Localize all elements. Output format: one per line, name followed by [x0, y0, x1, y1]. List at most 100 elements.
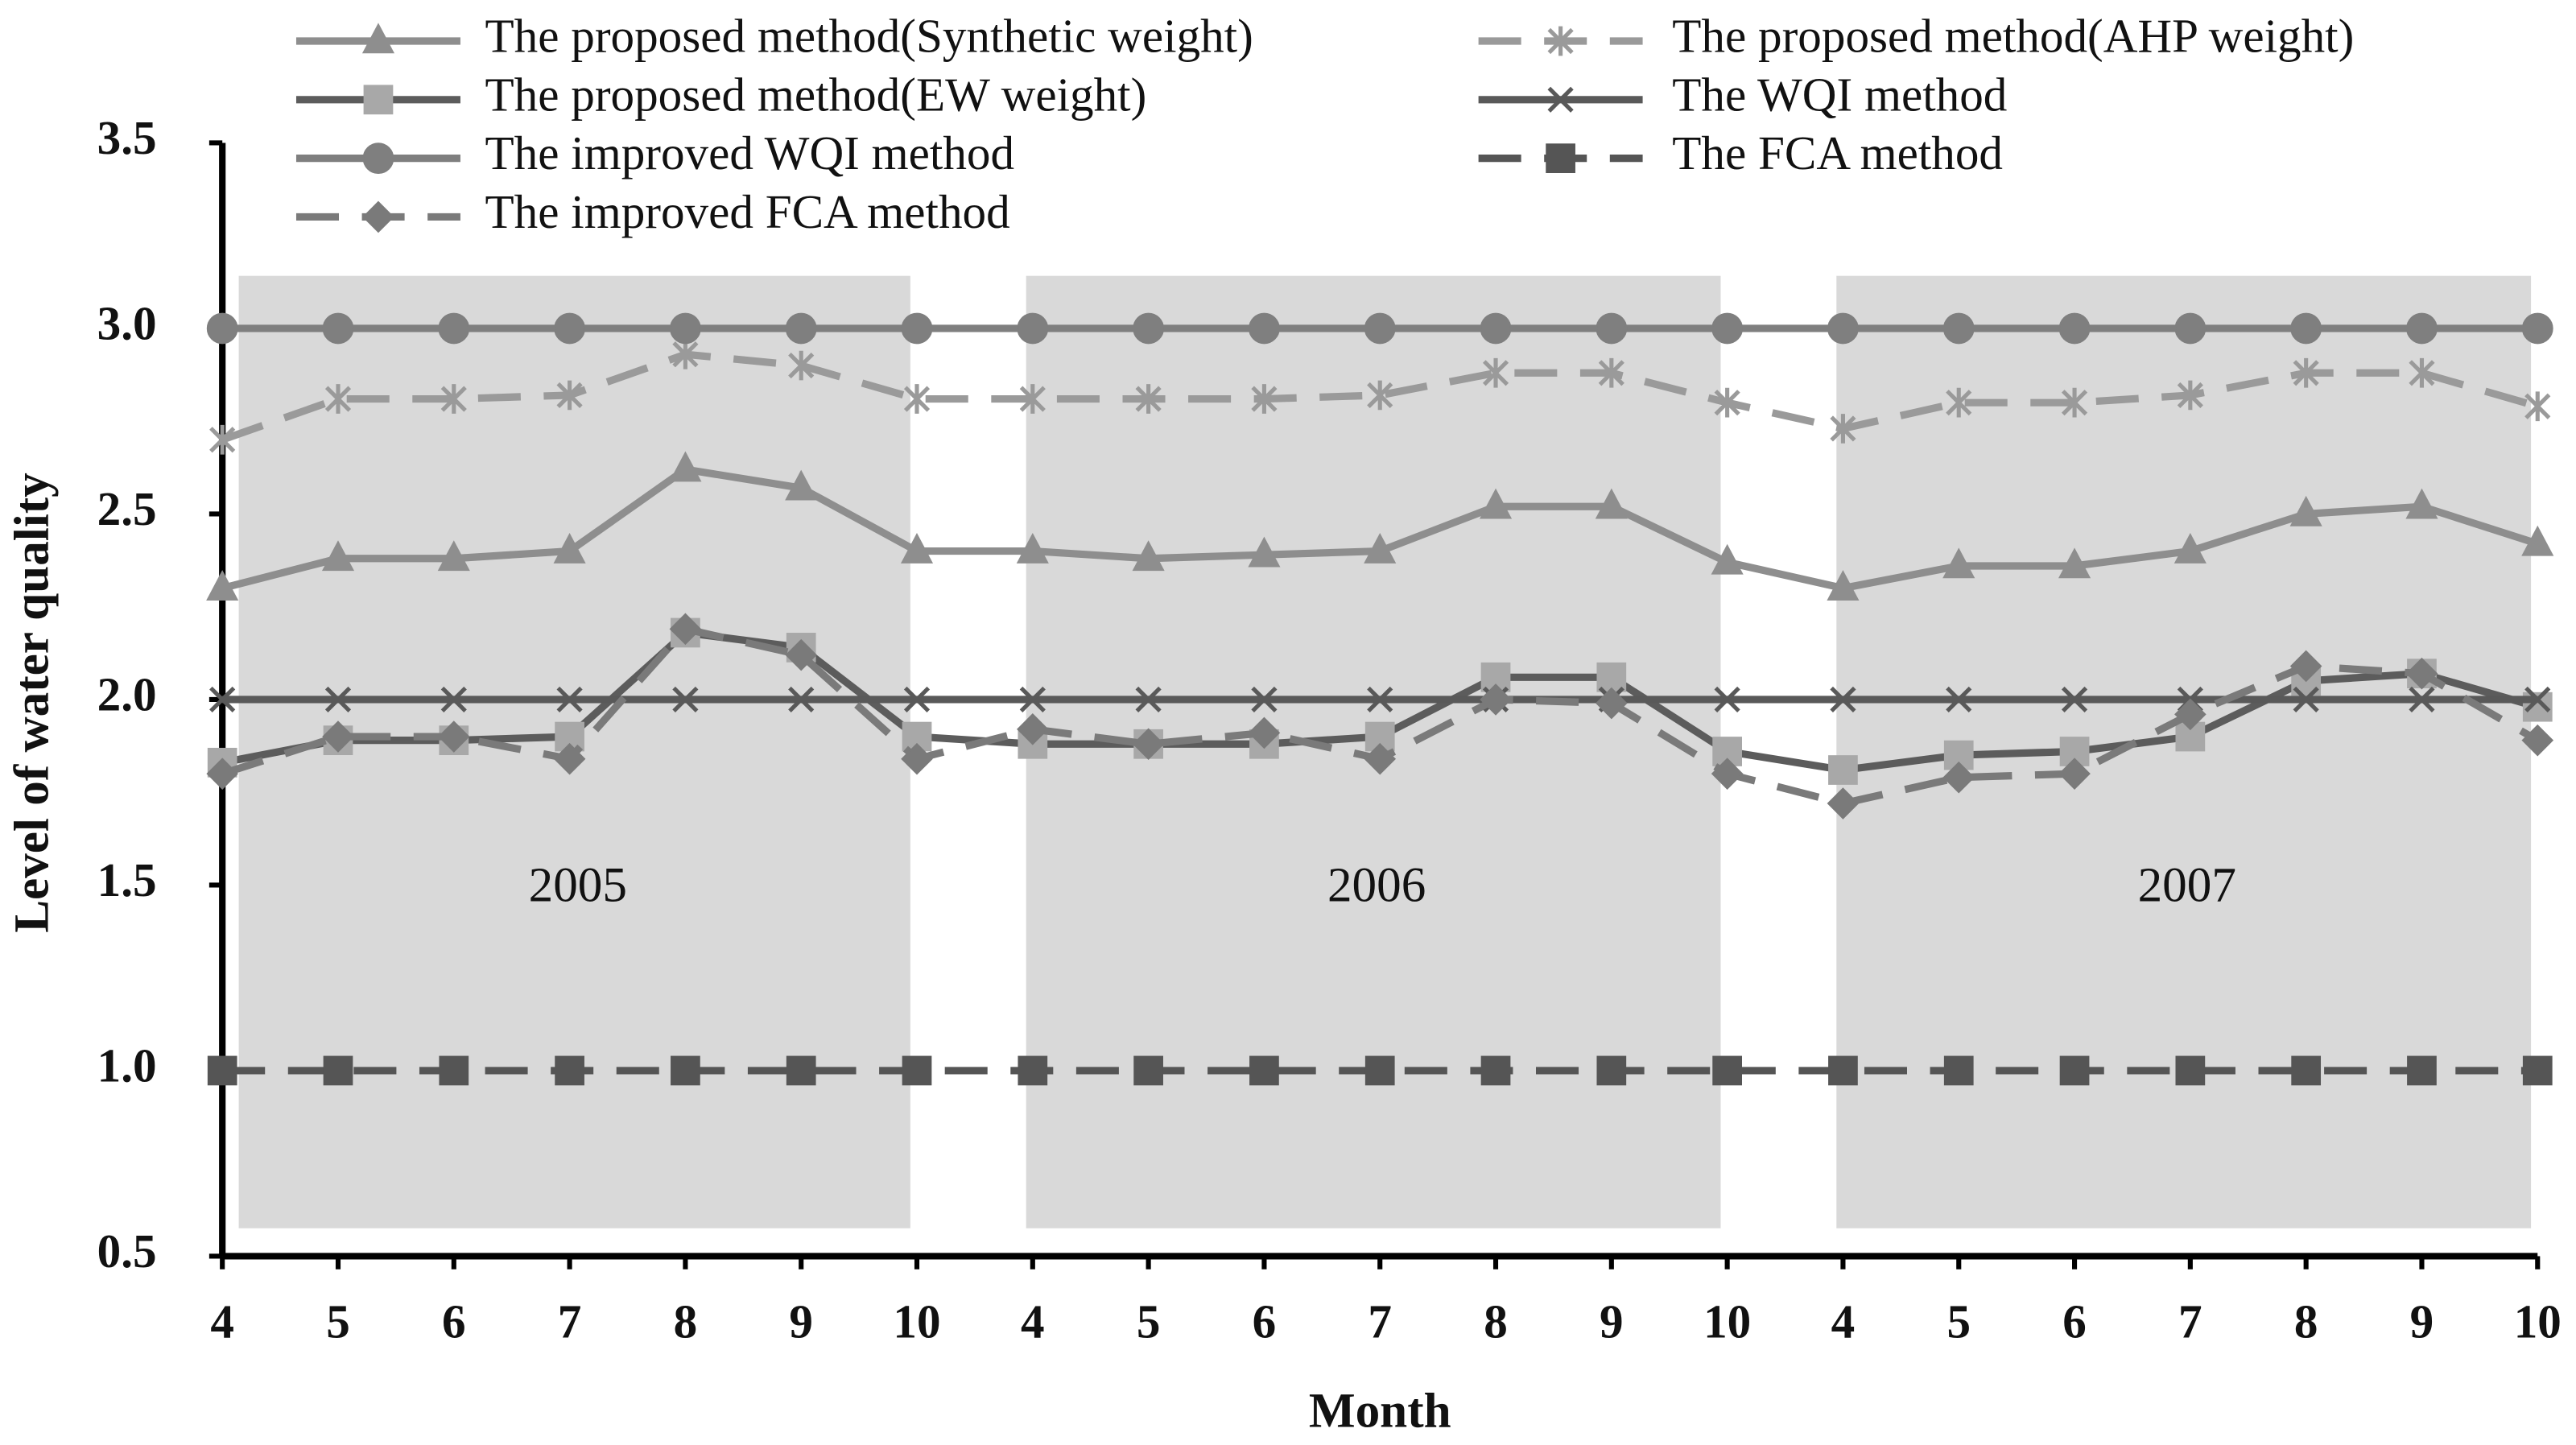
y-tick-label: 1.5 [97, 853, 157, 906]
marker [788, 686, 815, 713]
x-tick-label: 4 [1021, 1295, 1045, 1348]
marker [1364, 1055, 1395, 1086]
marker [2174, 532, 2207, 564]
marker [1132, 540, 1165, 572]
marker [1482, 357, 1509, 388]
x-tick-label: 9 [2410, 1295, 2434, 1348]
marker [2061, 686, 2088, 713]
marker [553, 742, 586, 775]
marker [1711, 758, 1744, 790]
marker [1547, 86, 1574, 113]
marker [1711, 312, 1744, 345]
x-tick-label: 9 [1600, 1295, 1624, 1348]
marker [556, 686, 583, 713]
marker [1135, 686, 1162, 713]
legend-label: The improved WQI method [485, 126, 1015, 180]
marker [321, 540, 355, 572]
series-line [221, 350, 2539, 444]
marker [209, 686, 236, 713]
marker [2174, 698, 2207, 731]
legend-label: The proposed method(EW weight) [485, 68, 1147, 121]
marker [1019, 384, 1046, 414]
marker [900, 532, 934, 564]
marker [206, 758, 238, 790]
y-tick-label: 1.0 [97, 1039, 157, 1092]
marker [440, 384, 467, 414]
marker [2409, 686, 2435, 713]
marker [1248, 716, 1281, 749]
series [209, 339, 2551, 455]
marker [1017, 312, 1049, 345]
marker [788, 350, 815, 381]
marker [903, 686, 931, 713]
marker [1480, 683, 1512, 716]
marker [1479, 488, 1513, 519]
y-tick-label: 3.0 [97, 297, 157, 350]
marker [209, 424, 236, 455]
marker [1596, 312, 1628, 345]
marker [437, 540, 470, 572]
marker [1711, 543, 1744, 575]
marker [1598, 357, 1624, 388]
marker [1946, 387, 1972, 418]
marker [1251, 384, 1278, 414]
marker [1249, 312, 1280, 345]
marker [439, 1055, 469, 1086]
marker [2521, 312, 2553, 345]
legend-label: The improved FCA method [485, 185, 1010, 238]
marker [1712, 1055, 1742, 1086]
marker [1830, 686, 1856, 713]
marker [2177, 380, 2203, 411]
marker [671, 1055, 700, 1086]
x-tick-label: 6 [442, 1295, 466, 1348]
x-tick-label: 7 [558, 1295, 582, 1348]
marker [2521, 724, 2554, 757]
marker [206, 312, 238, 345]
marker [1827, 312, 1859, 345]
marker [2058, 312, 2091, 345]
marker [1364, 742, 1397, 775]
marker [2405, 657, 2438, 690]
x-tick-label: 8 [674, 1295, 698, 1348]
marker [669, 613, 702, 646]
marker [207, 1055, 237, 1086]
marker [2293, 357, 2319, 388]
series [206, 451, 2554, 601]
year-label: 2007 [2138, 858, 2236, 913]
marker [1830, 414, 1856, 444]
marker [554, 312, 585, 345]
marker [2522, 1055, 2553, 1086]
x-axis-title: Month [1309, 1383, 1451, 1438]
marker [1714, 686, 1740, 713]
x-tick-label: 10 [1703, 1295, 1751, 1348]
marker [786, 1055, 816, 1086]
marker [1251, 686, 1278, 713]
marker [1249, 1055, 1279, 1086]
marker [785, 469, 818, 501]
x-tick-label: 7 [2178, 1295, 2202, 1348]
marker [322, 720, 354, 753]
marker [1133, 312, 1164, 345]
marker [1595, 488, 1628, 519]
marker [1367, 686, 1393, 713]
marker [1546, 143, 1575, 173]
marker [901, 312, 933, 345]
x-tick-label: 5 [1137, 1295, 1161, 1348]
marker [2061, 387, 2088, 418]
series [206, 312, 2553, 345]
marker [2521, 525, 2554, 556]
marker [901, 742, 933, 775]
x-tick-label: 4 [210, 1295, 234, 1348]
marker [1828, 1055, 1858, 1086]
marker [1480, 312, 1512, 345]
x-tick-label: 4 [1831, 1295, 1856, 1348]
year-label: 2005 [529, 858, 627, 913]
marker [670, 312, 701, 345]
marker [2289, 495, 2322, 526]
marker [903, 384, 931, 414]
marker [1946, 686, 1972, 713]
marker [1827, 787, 1860, 820]
marker [2059, 1055, 2090, 1086]
marker [556, 380, 583, 411]
